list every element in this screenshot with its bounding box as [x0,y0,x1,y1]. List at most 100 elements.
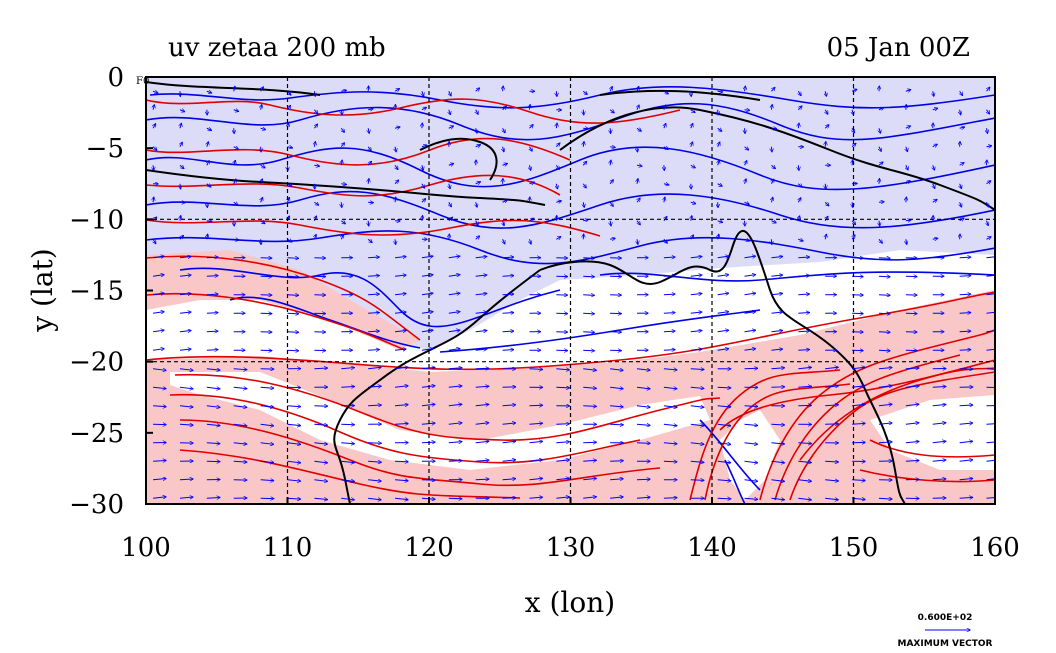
wind-vector [153,387,166,388]
wind-vector [878,162,883,165]
wind-vector [771,165,775,168]
wind-vector [233,387,247,388]
wind-vector [502,257,514,258]
wind-vector [798,216,799,221]
wind-vector [986,459,995,462]
wind-vector [368,179,369,184]
wind-vector [717,461,731,462]
wind-vector [637,220,640,225]
wind-vector [529,146,532,151]
wind-vector [448,164,454,166]
wind-vector [744,480,758,481]
wind-vector [287,350,299,351]
wind-vector [503,127,505,132]
wind-vector [879,128,880,133]
wind-vector [879,146,881,151]
wind-vector [771,331,782,332]
wind-vector [583,295,594,296]
wind-vector [798,367,811,368]
wind-vector [932,441,946,443]
wind-vector [986,478,995,481]
wind-vector [475,479,489,480]
wind-vector [745,86,746,92]
wind-vector [475,349,487,350]
wind-vector [906,239,907,244]
x-axis-ticks: 100 110 120 130 140 150 160 [121,497,1020,563]
x-tick-label: 150 [829,533,879,563]
wind-vector [717,443,731,445]
wind-vector [314,109,317,114]
wind-vector [986,441,995,444]
wind-vector [717,349,729,351]
wind-vector [421,330,433,332]
wind-vector [314,424,327,425]
wind-vector [260,221,265,224]
wind-vector [179,331,191,332]
wind-vector [233,461,247,462]
wind-vector [663,498,677,499]
wind-vector [690,349,702,350]
wind-vector [851,143,856,146]
wind-vector [663,91,668,94]
wind-vector [583,183,586,188]
wind-vector [987,220,989,226]
wind-vector [475,256,487,257]
wind-vector [771,349,782,350]
wind-vectors [153,86,995,500]
wind-vector [960,90,963,95]
wind-vector [502,200,508,202]
wind-vector [583,202,584,207]
wind-vector [771,312,782,313]
wind-vector [341,387,354,388]
wind-vector [610,497,623,498]
wind-vector [878,258,890,259]
wind-vector [341,90,346,91]
wind-vector [663,184,669,185]
wind-vector [583,350,594,351]
wind-vector [932,460,946,461]
wind-vector [717,91,723,92]
wind-vector [368,480,381,481]
wind-vector [610,424,623,425]
wind-vector [448,126,454,128]
wind-vector [878,498,892,499]
wind-vector [394,367,408,369]
wind-vector [502,163,508,165]
wind-vector [583,460,596,461]
wind-vector [368,331,379,332]
wind-vector [718,142,720,147]
wind-vector [206,406,220,408]
wind-vector [448,404,462,406]
wind-vector [690,312,702,313]
wind-vector [502,405,516,406]
wind-vector [636,497,650,498]
wind-vector [206,424,220,425]
wind-vector [932,479,946,480]
wind-vector [555,143,559,148]
wind-vector [206,443,220,444]
x-axis-label: x (lon) [525,586,615,619]
wind-vector [852,423,865,424]
wind-vector [690,406,704,407]
wind-vector [448,256,460,258]
wind-vector [287,424,301,425]
wind-vector [583,161,586,166]
wind-vector [744,275,756,277]
wind-vector [690,480,704,481]
wind-vector [852,386,865,388]
wind-vector [878,368,892,369]
wind-vector [852,480,865,481]
wind-vector [717,330,729,332]
wind-vector [287,147,293,148]
wind-vector [449,109,451,115]
wind-vector [960,109,961,115]
wind-vector [421,404,435,405]
wind-vector [636,443,650,444]
wind-vector [206,184,211,187]
wind-vector [556,442,569,443]
wind-vector [852,128,854,132]
wind-vector [180,183,181,189]
wind-vector [986,146,992,147]
wind-vector [664,197,665,203]
wind-vector [449,183,450,189]
